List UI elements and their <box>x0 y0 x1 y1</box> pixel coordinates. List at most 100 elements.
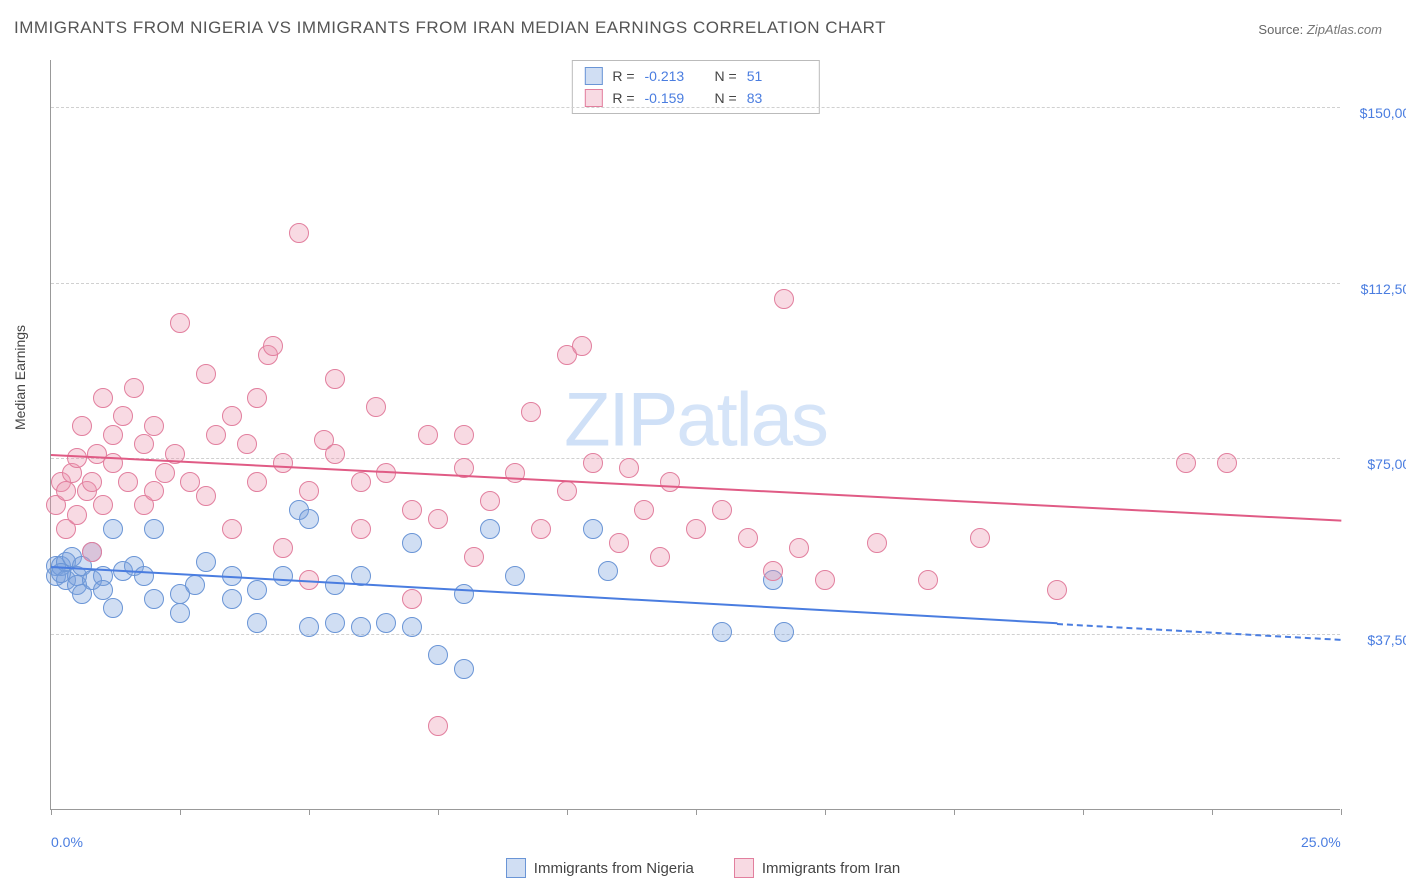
data-point-iran <box>464 547 484 567</box>
data-point-iran <box>1047 580 1067 600</box>
source-value: ZipAtlas.com <box>1307 22 1382 37</box>
x-tick <box>309 809 310 815</box>
data-point-iran <box>428 509 448 529</box>
data-point-iran <box>366 397 386 417</box>
data-point-nigeria <box>273 566 293 586</box>
data-point-iran <box>325 444 345 464</box>
x-tick <box>1083 809 1084 815</box>
x-tick <box>180 809 181 815</box>
source-label: Source: <box>1258 22 1303 37</box>
data-point-iran <box>634 500 654 520</box>
swatch-iran-icon <box>734 858 754 878</box>
plot-area: ZIPatlas R = -0.213 N = 51 R = -0.159 N … <box>50 60 1340 810</box>
data-point-iran <box>56 481 76 501</box>
data-point-iran <box>918 570 938 590</box>
source-attribution: Source: ZipAtlas.com <box>1258 22 1382 37</box>
gridline <box>51 458 1340 459</box>
data-point-iran <box>650 547 670 567</box>
data-point-nigeria <box>351 617 371 637</box>
data-point-iran <box>583 453 603 473</box>
data-point-nigeria <box>774 622 794 642</box>
watermark-atlas: atlas <box>676 377 827 462</box>
data-point-nigeria <box>402 533 422 553</box>
data-point-iran <box>273 453 293 473</box>
legend-item-nigeria: Immigrants from Nigeria <box>506 858 694 878</box>
data-point-iran <box>325 369 345 389</box>
data-point-iran <box>118 472 138 492</box>
legend-label-nigeria: Immigrants from Nigeria <box>534 860 694 877</box>
x-tick <box>954 809 955 815</box>
data-point-nigeria <box>480 519 500 539</box>
data-point-iran <box>867 533 887 553</box>
data-point-iran <box>789 538 809 558</box>
y-tick-label: $150,000 <box>1360 105 1406 121</box>
x-tick <box>825 809 826 815</box>
legend-label-iran: Immigrants from Iran <box>762 860 900 877</box>
r-value-nigeria: -0.213 <box>645 68 705 84</box>
swatch-nigeria-icon <box>506 858 526 878</box>
data-point-nigeria <box>299 509 319 529</box>
data-point-iran <box>206 425 226 445</box>
data-point-iran <box>67 448 87 468</box>
n-value-iran: 83 <box>747 90 807 106</box>
watermark-zip: ZIP <box>564 377 676 462</box>
gridline <box>51 283 1340 284</box>
data-point-iran <box>609 533 629 553</box>
data-point-iran <box>774 289 794 309</box>
data-point-nigeria <box>583 519 603 539</box>
stats-row-iran: R = -0.159 N = 83 <box>572 87 818 109</box>
data-point-iran <box>263 336 283 356</box>
y-tick-label: $112,500 <box>1361 281 1406 297</box>
data-point-nigeria <box>712 622 732 642</box>
data-point-nigeria <box>103 519 123 539</box>
data-point-iran <box>170 313 190 333</box>
x-tick <box>438 809 439 815</box>
data-point-iran <box>619 458 639 478</box>
n-label: N = <box>715 68 737 84</box>
data-point-iran <box>134 434 154 454</box>
data-point-iran <box>351 519 371 539</box>
data-point-iran <box>299 481 319 501</box>
chart-title: IMMIGRANTS FROM NIGERIA VS IMMIGRANTS FR… <box>14 18 886 38</box>
swatch-nigeria-icon <box>584 67 602 85</box>
data-point-iran <box>521 402 541 422</box>
data-point-nigeria <box>103 598 123 618</box>
data-point-iran <box>289 223 309 243</box>
n-value-nigeria: 51 <box>747 68 807 84</box>
data-point-iran <box>531 519 551 539</box>
data-point-iran <box>686 519 706 539</box>
y-tick-label: $37,500 <box>1367 632 1406 648</box>
data-point-iran <box>572 336 592 356</box>
data-point-iran <box>144 416 164 436</box>
r-label: R = <box>612 68 634 84</box>
data-point-iran <box>1217 453 1237 473</box>
data-point-iran <box>418 425 438 445</box>
data-point-nigeria <box>325 575 345 595</box>
data-point-nigeria <box>376 613 396 633</box>
data-point-iran <box>454 425 474 445</box>
data-point-iran <box>402 500 422 520</box>
data-point-iran <box>763 561 783 581</box>
data-point-nigeria <box>428 645 448 665</box>
data-point-iran <box>93 388 113 408</box>
y-axis-title: Median Earnings <box>12 325 28 430</box>
data-point-iran <box>103 425 123 445</box>
data-point-iran <box>67 505 87 525</box>
data-point-iran <box>660 472 680 492</box>
swatch-iran-icon <box>584 89 602 107</box>
data-point-nigeria <box>170 603 190 623</box>
x-tick <box>1341 809 1342 815</box>
data-point-iran <box>1176 453 1196 473</box>
data-point-iran <box>196 486 216 506</box>
x-tick <box>696 809 697 815</box>
trend-line <box>1057 623 1341 641</box>
data-point-nigeria <box>247 580 267 600</box>
x-tick-label: 25.0% <box>1301 834 1341 850</box>
data-point-nigeria <box>454 659 474 679</box>
data-point-iran <box>738 528 758 548</box>
legend-item-iran: Immigrants from Iran <box>734 858 900 878</box>
y-tick-label: $75,000 <box>1367 456 1406 472</box>
watermark: ZIPatlas <box>564 376 827 463</box>
data-point-iran <box>113 406 133 426</box>
data-point-iran <box>480 491 500 511</box>
